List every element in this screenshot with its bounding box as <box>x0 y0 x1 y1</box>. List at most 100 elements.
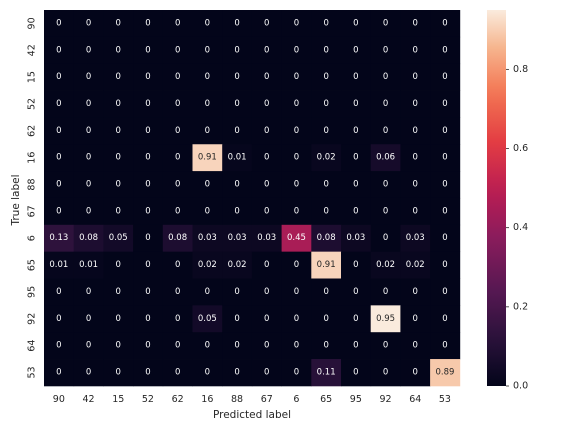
cell-value-label: 0 <box>145 367 150 377</box>
heatmap-cell <box>430 90 461 118</box>
heatmap-cell <box>311 63 342 91</box>
heatmap-cell <box>311 305 342 333</box>
heatmap-cell <box>133 278 164 306</box>
heatmap-cell <box>341 36 372 65</box>
cell-value-label: 0 <box>413 45 418 55</box>
cell-value-label: 0 <box>442 153 447 163</box>
heatmap-cell <box>281 36 312 65</box>
heatmap-cell <box>73 278 104 306</box>
cell-value-label: 0 <box>234 341 239 351</box>
heatmap-cell <box>162 332 193 360</box>
cell-value-label: 0 <box>294 18 299 28</box>
x-tick-label: 53 <box>439 394 451 405</box>
heatmap-cell <box>430 251 461 279</box>
heatmap-cell <box>222 10 253 38</box>
heatmap-cell <box>341 278 372 306</box>
x-tick-label: 62 <box>172 394 184 405</box>
heatmap-cell <box>103 36 134 65</box>
heatmap-cell <box>103 117 134 145</box>
heatmap-cell <box>162 36 193 65</box>
heatmap-cell <box>341 10 372 38</box>
cell-value-label: 0 <box>383 45 388 55</box>
cell-value-label: 0 <box>145 72 150 82</box>
heatmap-cell <box>222 117 253 145</box>
cell-value-label: 0 <box>116 72 121 82</box>
cell-value-label: 0 <box>175 314 180 324</box>
heatmap-cell <box>251 36 282 65</box>
cell-value-label: 0 <box>86 153 91 163</box>
heatmap-cell <box>281 359 312 387</box>
cell-value-label: 0 <box>234 180 239 190</box>
heatmap-cell <box>162 278 193 306</box>
heatmap-cell <box>44 359 75 387</box>
heatmap-cell <box>281 171 312 199</box>
cell-value-label: 0 <box>413 367 418 377</box>
cell-value-label: 0 <box>323 45 328 55</box>
heatmap-cell <box>251 171 282 199</box>
heatmap-cell <box>370 197 401 226</box>
cell-value-label: 0.05 <box>109 233 128 243</box>
y-tick-label: 92 <box>27 313 38 325</box>
cell-value-label: 0 <box>294 367 299 377</box>
cell-value-label: 0 <box>86 18 91 28</box>
heatmap-cell <box>251 144 282 172</box>
cell-value-label: 0 <box>116 153 121 163</box>
heatmap-cell <box>311 359 342 387</box>
cell-value-label: 0 <box>413 153 418 163</box>
cell-value-label: 0 <box>442 45 447 55</box>
cell-value-label: 0 <box>56 206 61 216</box>
cell-value-label: 0.45 <box>287 233 306 243</box>
cell-value-label: 0 <box>145 126 150 136</box>
heatmap-cell <box>400 10 431 38</box>
heatmap-cell <box>44 278 75 306</box>
heatmap-cell <box>400 117 431 145</box>
heatmap-cell <box>251 251 282 279</box>
heatmap-cell <box>192 332 223 360</box>
heatmap-cell <box>251 197 282 226</box>
heatmap-cell <box>400 197 431 226</box>
cell-value-label: 0 <box>145 341 150 351</box>
cell-value-label: 0 <box>264 45 269 55</box>
x-tick-label: 42 <box>83 394 95 405</box>
cell-value-label: 0 <box>264 18 269 28</box>
heatmap-cell <box>133 197 164 226</box>
cell-value-label: 0 <box>56 45 61 55</box>
heatmap-cell <box>251 359 282 387</box>
cell-value-label: 0 <box>86 180 91 190</box>
cell-value-label: 0 <box>86 367 91 377</box>
heatmap-cell <box>162 251 193 279</box>
heatmap-cell <box>192 63 223 91</box>
heatmap-cell <box>222 144 253 172</box>
heatmap-cell <box>162 305 193 333</box>
cell-value-label: 0 <box>264 180 269 190</box>
cell-value-label: 0 <box>264 72 269 82</box>
cell-value-label: 0 <box>383 233 388 243</box>
heatmap-cell <box>44 63 75 91</box>
heatmap-cell <box>281 305 312 333</box>
x-tick-label: 15 <box>112 394 124 405</box>
cell-value-label: 0 <box>145 18 150 28</box>
heatmap-cell <box>222 63 253 91</box>
x-tick-label: 16 <box>201 394 213 405</box>
cell-value-label: 0 <box>234 99 239 109</box>
cell-value-label: 0 <box>442 72 447 82</box>
cell-value-label: 0 <box>323 126 328 136</box>
cell-value-label: 0.08 <box>168 233 187 243</box>
heatmap-cell <box>162 224 193 253</box>
heatmap-cell <box>430 63 461 91</box>
heatmap-cell <box>44 144 75 172</box>
heatmap-cell <box>341 359 372 387</box>
heatmap-cell <box>341 251 372 279</box>
x-tick-label: 64 <box>409 394 421 405</box>
heatmap-cell <box>133 117 164 145</box>
heatmap-cell <box>341 197 372 226</box>
heatmap-cell <box>103 63 134 91</box>
cell-value-label: 0.01 <box>79 260 98 270</box>
heatmap-cell <box>311 197 342 226</box>
heatmap-cell <box>400 332 431 360</box>
cell-value-label: 0 <box>116 180 121 190</box>
y-tick-label: 64 <box>27 340 38 352</box>
cell-value-label: 0 <box>294 341 299 351</box>
cell-value-label: 0 <box>234 314 239 324</box>
heatmap-cell <box>251 305 282 333</box>
